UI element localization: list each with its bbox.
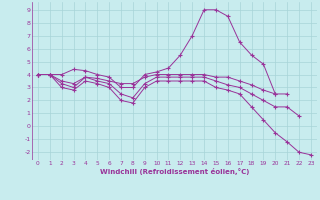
X-axis label: Windchill (Refroidissement éolien,°C): Windchill (Refroidissement éolien,°C) <box>100 168 249 175</box>
